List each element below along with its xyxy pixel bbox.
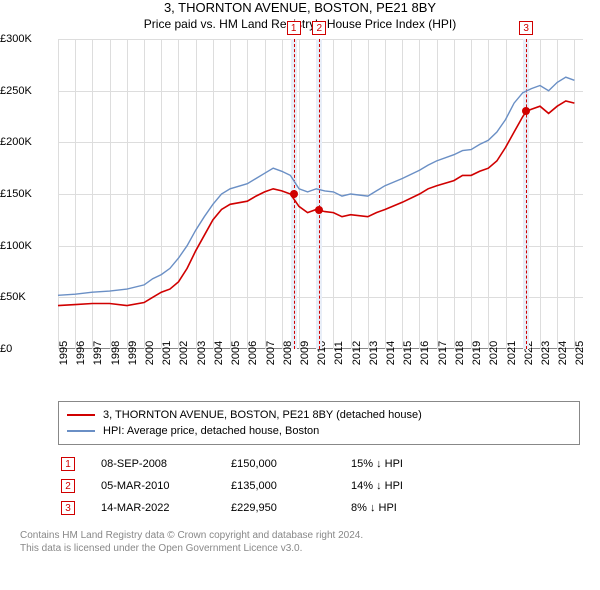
marker-point <box>290 190 298 198</box>
series-hpi <box>58 77 574 295</box>
table-row: 3 14-MAR-2022£229,9508% ↓ HPI <box>55 497 580 519</box>
legend-label: HPI: Average price, detached house, Bost… <box>103 425 319 437</box>
transaction-price: £135,000 <box>225 475 345 497</box>
marker-box: 2 <box>61 479 75 493</box>
transactions-table: 1 08-SEP-2008£150,00015% ↓ HPI 2 05-MAR-201… <box>55 453 580 519</box>
marker-box: 3 <box>519 21 533 35</box>
transaction-price: £150,000 <box>225 453 345 475</box>
transaction-price: £229,950 <box>225 497 345 519</box>
table-row: 2 05-MAR-2010£135,00014% ↓ HPI <box>55 475 580 497</box>
marker-point <box>315 206 323 214</box>
marker-point <box>522 107 530 115</box>
legend-swatch <box>67 414 95 416</box>
transaction-delta: 8% ↓ HPI <box>345 497 580 519</box>
transaction-date: 14-MAR-2022 <box>95 497 225 519</box>
footer-line: Contains HM Land Registry data © Crown c… <box>20 529 580 542</box>
legend-item: HPI: Average price, detached house, Bost… <box>67 423 571 439</box>
transaction-date: 08-SEP-2008 <box>95 453 225 475</box>
marker-box: 3 <box>61 501 75 515</box>
legend-swatch <box>67 430 95 432</box>
transaction-delta: 14% ↓ HPI <box>345 475 580 497</box>
transaction-date: 05-MAR-2010 <box>95 475 225 497</box>
transaction-delta: 15% ↓ HPI <box>345 453 580 475</box>
legend: 3, THORNTON AVENUE, BOSTON, PE21 8BY (de… <box>58 401 580 445</box>
legend-item: 3, THORNTON AVENUE, BOSTON, PE21 8BY (de… <box>67 407 571 423</box>
footer-line: This data is licensed under the Open Gov… <box>20 542 580 555</box>
marker-box: 2 <box>312 21 326 35</box>
marker-box: 1 <box>287 21 301 35</box>
footer: Contains HM Land Registry data © Crown c… <box>20 529 580 555</box>
page-title: 3, THORNTON AVENUE, BOSTON, PE21 8BY <box>0 0 600 15</box>
table-row: 1 08-SEP-2008£150,00015% ↓ HPI <box>55 453 580 475</box>
chart: £0£50K£100K£150K£200K£250K£300K199519961… <box>0 39 600 393</box>
legend-label: 3, THORNTON AVENUE, BOSTON, PE21 8BY (de… <box>103 409 422 421</box>
marker-box: 1 <box>61 457 75 471</box>
